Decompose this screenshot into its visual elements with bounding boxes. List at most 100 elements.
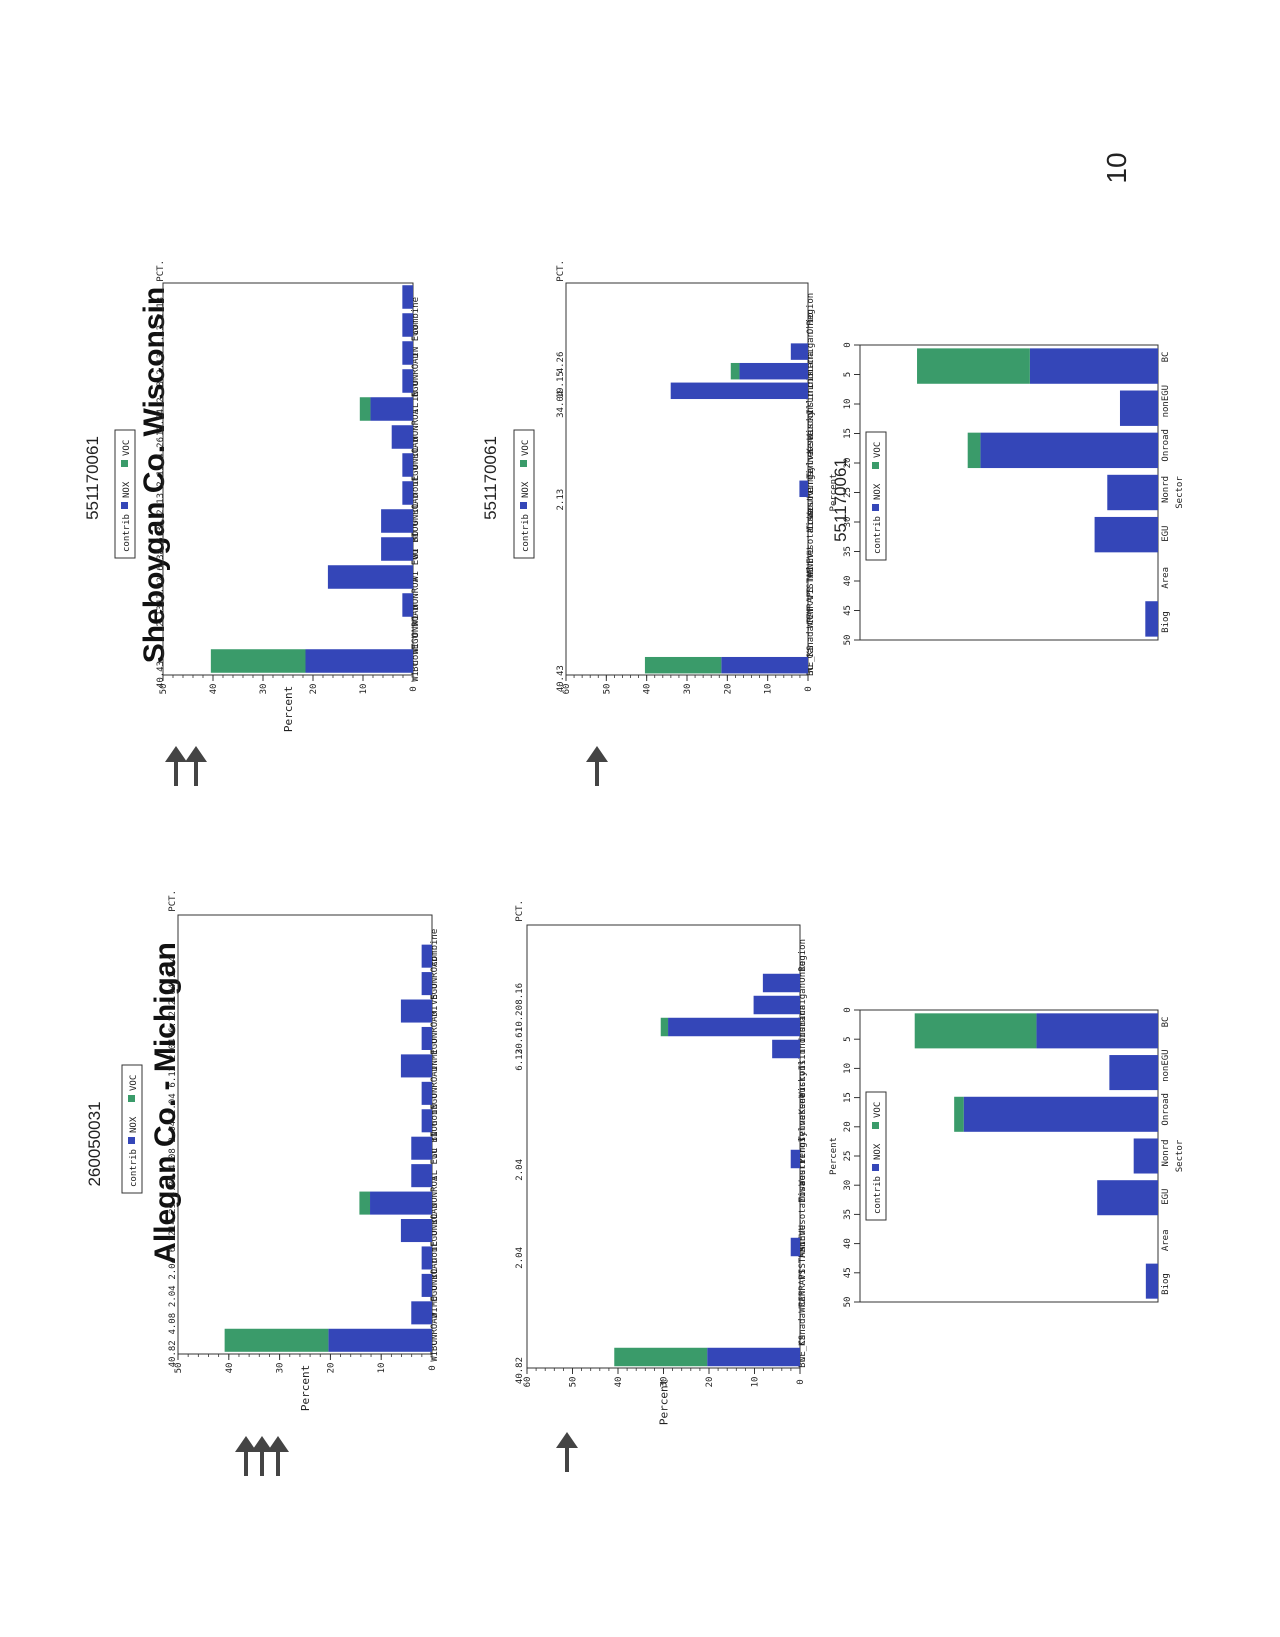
legend-swatch-nox xyxy=(121,502,128,509)
allegan-sector-bar-nox xyxy=(1036,1013,1158,1049)
sheboygan-region-category-label: Ohio xyxy=(806,312,816,334)
legend-swatch-voc xyxy=(872,462,879,469)
allegan-source-bar-nox xyxy=(421,1081,432,1105)
sheboygan-source-category-label: combine xyxy=(411,297,421,335)
allegan-region-category-label: Region xyxy=(798,939,808,972)
allegan-source-category-label: IL ONROAD xyxy=(430,1203,440,1252)
allegan-source-bar-nox xyxy=(400,1219,432,1243)
allegan-sector-axis-title-y: Percent xyxy=(829,1137,839,1175)
legend-swatch-voc xyxy=(520,460,527,467)
sheboygan-source-pct-label: 40.43 xyxy=(156,661,166,688)
sheboygan-region-tick-label: 10 xyxy=(764,684,774,695)
allegan-sector-category-label: Area xyxy=(1161,1229,1171,1251)
sheboygan-region-category-label: Minnesota xyxy=(806,528,816,577)
sheboygan-source-pct-label: 2.13 xyxy=(156,493,166,515)
sheboygan-source-pct-label: 2.13 xyxy=(156,353,166,375)
sheboygan-sector-bar-nox xyxy=(1107,474,1158,511)
allegan-source-category-label: IL EGU xyxy=(430,1148,440,1181)
sheboygan-region-category-label: Iowa xyxy=(806,508,816,530)
sheboygan-source-bar-nox xyxy=(402,369,413,393)
allegan-source-axis-title: Percent xyxy=(299,1365,312,1411)
sheboygan-region-tick-label: 0 xyxy=(804,686,814,691)
sheboygan-region-tick-label: 60 xyxy=(562,684,572,695)
allegan-region-axis-title: Percent xyxy=(658,1379,671,1425)
sheboygan-sector-axis-title-y: Percent xyxy=(829,474,839,512)
allegan-region-bar-nox xyxy=(753,995,800,1015)
allegan-sector-tick-label: 20 xyxy=(843,1121,853,1132)
allegan-sector-tick-label: 10 xyxy=(843,1063,853,1074)
allegan-sector-chart: 0 5 10 15 20 25 30 35 40 45 50 Percent Sector Biog Are… xyxy=(829,1007,1185,1307)
sheboygan-region-tick-label: 30 xyxy=(683,684,693,695)
sheboygan-source-category-label: WI nonEGU xyxy=(411,633,421,682)
allegan-region-bar-nox xyxy=(790,1237,800,1257)
allegan-source-bar-nox xyxy=(400,1054,432,1078)
allegan-source-pct-label: 6.12 xyxy=(168,1066,178,1088)
sheboygan-source-pct-label: 6.38 xyxy=(156,549,166,571)
sheboygan-region-pct-label: 19.15 xyxy=(556,371,566,398)
allegan-source-pct-label: 2.04 xyxy=(168,1258,178,1280)
sheboygan-source-tick-label: 20 xyxy=(309,684,319,695)
allegan-region-category-label: CENRAPS xyxy=(798,1269,808,1307)
allegan-region-pct-label: 2.04 xyxy=(515,1159,525,1181)
legend-title: contrib xyxy=(122,514,132,552)
sheboygan-region-frame xyxy=(565,282,809,676)
allegan-region-bar-nox xyxy=(772,1039,800,1059)
sheboygan-source-pct-label: 2.13 xyxy=(156,605,166,627)
sheboygan-region-category-label: WRAP xyxy=(806,606,816,628)
allegan-sector-bar-nox xyxy=(1097,1180,1158,1216)
allegan-sector-bar-voc xyxy=(954,1096,964,1132)
allegan-sector-category-label: Onroad xyxy=(1161,1093,1171,1126)
legend-box xyxy=(865,431,887,561)
sheboygan-sector-chart: 0 5 10 15 20 25 30 35 40 45 50 Percent Sector Biog Are… xyxy=(829,342,1185,645)
allegan-region-tick-label: 20 xyxy=(705,1377,715,1388)
allegan-source-category-label: VS ONROAD xyxy=(430,956,440,1005)
allegan-source-pct-label: 6.12 xyxy=(168,1011,178,1033)
allegan-region-category-label: Wisconsin xyxy=(798,1049,808,1098)
sheboygan-region-category-label: Indiana xyxy=(806,352,816,390)
sheboygan-source-bar-nox xyxy=(327,565,413,589)
sheboygan-source-tick-label: 10 xyxy=(359,684,369,695)
allegan-source-tick-label: 0 xyxy=(428,1365,438,1370)
allegan-region-category-label: Tennessee xyxy=(798,1093,808,1142)
allegan-sector-category-label: nonEGU xyxy=(1161,1049,1171,1082)
allegan-sector-legend: contrib NOX VOC xyxy=(865,1091,887,1221)
allegan-source-category-label: MO ONROAD xyxy=(430,1258,440,1307)
allegan-title: Allegan Co. - Michigan xyxy=(149,942,182,1264)
allegan-source-pct-label: 40.82 xyxy=(168,1340,178,1367)
allegan-source-pct-header: PCT. xyxy=(168,890,178,912)
sheboygan-region-bar-nox xyxy=(670,382,808,400)
sheboygan-sector-category-label: BC xyxy=(1161,352,1171,363)
allegan-source-bar-nox xyxy=(411,1164,432,1188)
allegan-source-category-label: IL nonEGU xyxy=(430,1231,440,1280)
sheboygan-sector-tick-label: 40 xyxy=(843,576,853,587)
sheboygan-source-tick-label: 0 xyxy=(409,686,419,691)
allegan-region-bar-nox xyxy=(762,973,800,993)
sheboygan-sector-bar-voc xyxy=(917,348,1030,384)
allegan-sector-bar-nox xyxy=(1109,1055,1158,1091)
legend-swatch-nox xyxy=(520,502,527,509)
legend-label-nox: NOX xyxy=(873,1143,883,1160)
sheboygan-region-category-label: Missouri xyxy=(806,489,816,532)
allegan-region-tick-label: 40 xyxy=(614,1377,624,1388)
allegan-sector-category-label: Biog xyxy=(1161,1273,1171,1295)
allegan-region-pct-label: 6.12 xyxy=(515,1049,525,1071)
allegan-region-pct-label: 30.61 xyxy=(515,1027,525,1054)
allegan-source-bar-nox xyxy=(411,1301,432,1325)
sheboygan-region-category-label: Region xyxy=(806,293,816,326)
allegan-region-tick-label: 60 xyxy=(523,1377,533,1388)
legend-box xyxy=(865,1091,887,1221)
sheboygan-sector-axis-title-x: Sector xyxy=(1175,476,1185,509)
sheboygan-sector-bar-nox xyxy=(1094,516,1158,553)
sheboygan-source-pct-label: 6.38 xyxy=(156,521,166,543)
sheboygan-region-tick-label: 40 xyxy=(643,684,653,695)
allegan-sector-tick-label: 0 xyxy=(843,1007,853,1012)
sheboygan-sector-bar-nox xyxy=(1029,348,1158,384)
arrow-icon xyxy=(251,1436,273,1452)
allegan-sector-tick-label: 35 xyxy=(843,1209,853,1220)
sheboygan-source-category-label: IL EGU xyxy=(411,381,421,414)
allegan-source-pct-label: 4.08 xyxy=(168,1148,178,1170)
